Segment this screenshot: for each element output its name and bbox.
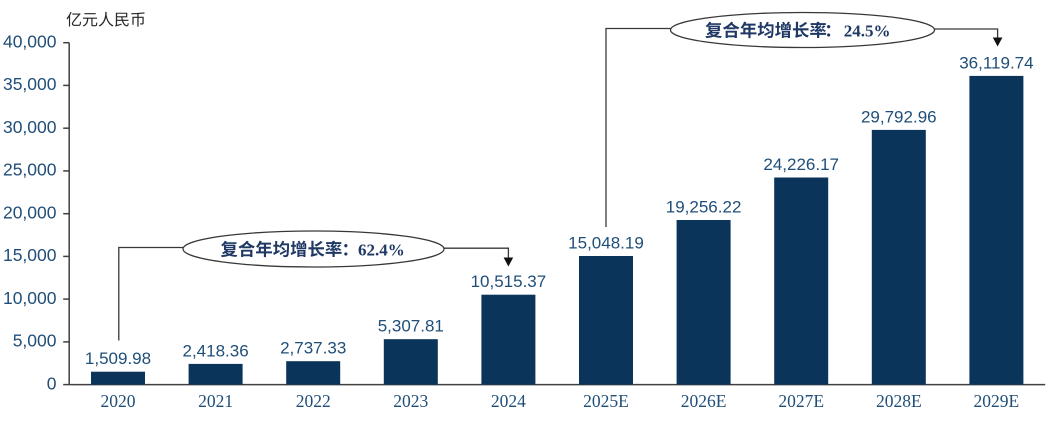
svg-text:2024: 2024 — [491, 391, 526, 411]
svg-text:29,792.96: 29,792.96 — [861, 107, 937, 126]
svg-text:24.5%: 24.5% — [844, 22, 891, 41]
svg-text:30,000: 30,000 — [3, 117, 57, 137]
svg-text:2022: 2022 — [296, 391, 331, 411]
svg-text:35,000: 35,000 — [3, 74, 57, 94]
svg-text:24,226.17: 24,226.17 — [763, 155, 839, 174]
svg-text:2020: 2020 — [101, 391, 136, 411]
svg-text:1,509.98: 1,509.98 — [85, 349, 151, 368]
svg-text:2023: 2023 — [393, 391, 428, 411]
svg-text:2027E: 2027E — [778, 391, 824, 411]
svg-text:19,256.22: 19,256.22 — [666, 198, 742, 217]
svg-text:2021: 2021 — [198, 391, 233, 411]
svg-text:62.4%: 62.4% — [358, 241, 405, 260]
svg-text:36,119.74: 36,119.74 — [959, 53, 1033, 72]
svg-text:2028E: 2028E — [876, 391, 922, 411]
svg-text:10,000: 10,000 — [3, 288, 57, 308]
svg-text:2026E: 2026E — [681, 391, 727, 411]
svg-text:10,515.37: 10,515.37 — [471, 272, 547, 291]
svg-text:5,307.81: 5,307.81 — [378, 317, 444, 336]
svg-text:5,000: 5,000 — [13, 331, 57, 351]
svg-text:2,737.33: 2,737.33 — [280, 339, 346, 358]
svg-text:15,000: 15,000 — [3, 245, 57, 265]
svg-text:25,000: 25,000 — [3, 160, 57, 180]
svg-text:2029E: 2029E — [974, 391, 1020, 411]
svg-text:2025E: 2025E — [583, 391, 629, 411]
svg-text:40,000: 40,000 — [3, 32, 57, 52]
svg-text:20,000: 20,000 — [3, 203, 57, 223]
svg-text:15,048.19: 15,048.19 — [568, 234, 644, 253]
svg-text:2,418.36: 2,418.36 — [183, 341, 249, 360]
svg-text:0: 0 — [47, 373, 57, 393]
